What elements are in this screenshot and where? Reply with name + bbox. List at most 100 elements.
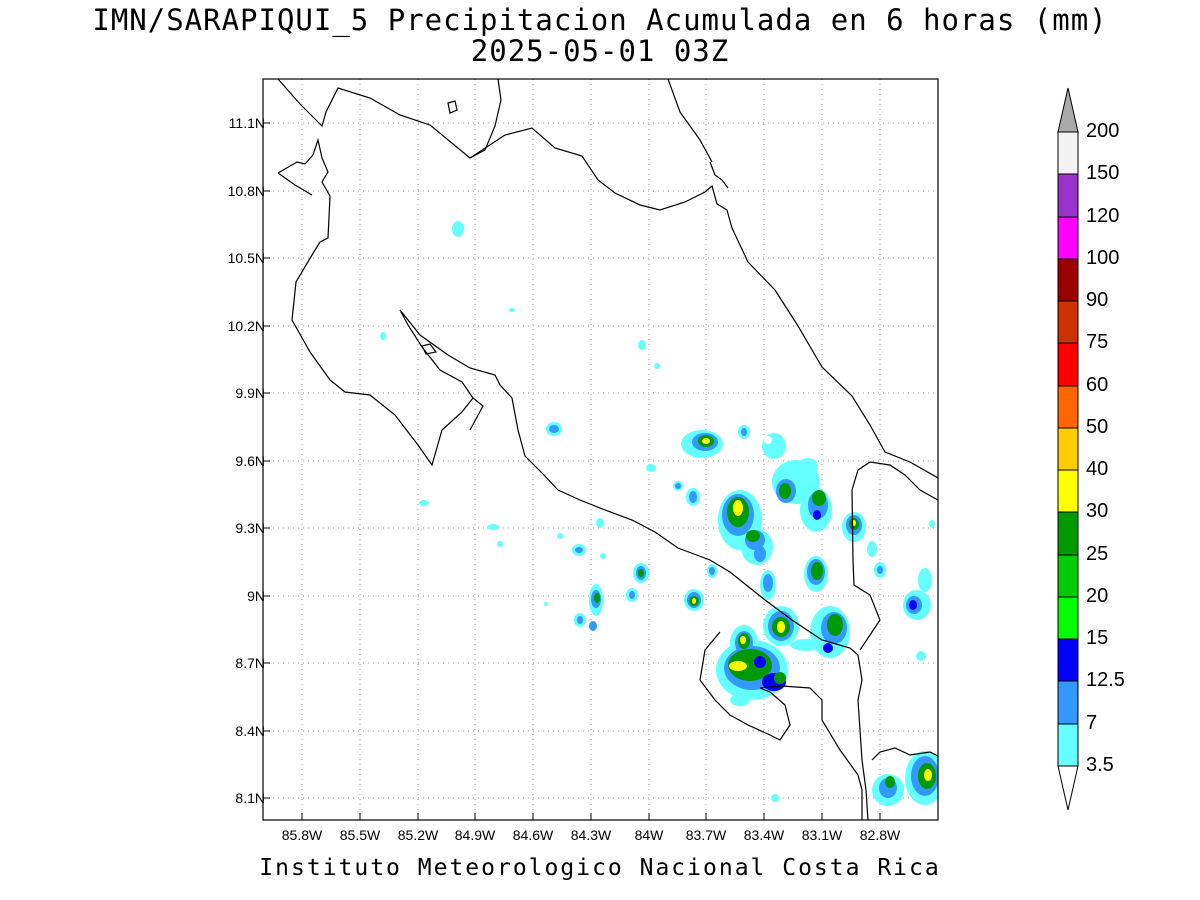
- precip-cell: [589, 621, 597, 631]
- lake-island: [447, 100, 458, 114]
- precip-cell: [692, 598, 696, 604]
- precip-cell: [557, 533, 563, 539]
- lon-label-84-9w: 84.9W: [454, 827, 496, 843]
- colorbar-swatch: [1057, 638, 1079, 682]
- precip-cell: [916, 651, 926, 661]
- precip-cell: [877, 566, 883, 574]
- precip-cell: [509, 308, 515, 312]
- precip-cell: [885, 776, 895, 788]
- precip-cell: [740, 636, 746, 644]
- coastlines: [277, 79, 938, 820]
- precip-cell: [790, 639, 822, 651]
- axis-ticks: [263, 122, 881, 820]
- colorbar-label-20: 20: [1086, 585, 1109, 607]
- colorbar-swatch: [1057, 596, 1079, 640]
- lon-label-84-6w: 84.6W: [512, 827, 554, 843]
- precip-cell: [754, 656, 766, 668]
- lon-label-85-8w: 85.8W: [281, 827, 323, 843]
- colorbar-label-12-5: 12.5: [1086, 669, 1125, 691]
- colorbar-swatch: [1057, 258, 1079, 302]
- precip-cell: [764, 436, 772, 444]
- colorbar-label-25: 25: [1086, 543, 1109, 565]
- precip-cell: [638, 569, 644, 577]
- panama-border-2: [851, 489, 881, 651]
- precip-cell: [867, 541, 877, 557]
- lon-label-83-4w: 83.4W: [743, 827, 785, 843]
- lon-label-85-2w: 85.2W: [397, 827, 439, 843]
- colorbar-label-30: 30: [1086, 500, 1109, 522]
- lat-label-8-7n: 8.7N: [235, 655, 265, 671]
- precip-cell: [779, 483, 791, 499]
- precip-cell: [380, 332, 386, 340]
- colorbar-label-75: 75: [1086, 331, 1109, 353]
- precip-cell: [827, 614, 843, 636]
- map-title: IMN/SARAPIQUI_5 Precipitacion Acumulada …: [92, 3, 1108, 37]
- lon-label-84w: 84W: [634, 827, 664, 843]
- panama-coast-south: [871, 747, 938, 761]
- precip-cell: [771, 794, 779, 802]
- colorbar-label-7: 7: [1086, 712, 1098, 734]
- precip-cell: [419, 500, 429, 506]
- precip-cell: [654, 363, 660, 369]
- lat-label-10-2n: 10.2N: [227, 318, 265, 334]
- precip-cell: [646, 464, 656, 472]
- precip-cell: [729, 661, 747, 671]
- colorbar-swatch: [1057, 173, 1079, 218]
- precip-cell: [754, 546, 766, 562]
- lat-label-9-9n: 9.9N: [235, 385, 265, 401]
- precip-cell: [675, 483, 681, 489]
- colorbar: [1057, 87, 1079, 811]
- precip-cell: [452, 221, 464, 237]
- colorbar-swatch: [1057, 469, 1079, 513]
- precip-cell: [689, 491, 697, 503]
- precip-cell: [702, 438, 710, 444]
- colorbar-swatch: [1057, 554, 1079, 598]
- coastline-pacific-west: [277, 137, 869, 820]
- osa-peninsula: [699, 631, 863, 820]
- colorbar-lower-arrow: [1057, 765, 1079, 811]
- precip-cell: [774, 672, 786, 684]
- colorbar-label-200: 200: [1086, 120, 1120, 142]
- precip-cell: [741, 428, 747, 436]
- colorbar-label-90: 90: [1086, 289, 1109, 311]
- precip-cell: [487, 524, 499, 530]
- coastline-north-east: [709, 161, 729, 189]
- lat-label-10-5n: 10.5N: [227, 250, 265, 266]
- lon-label-82-8w: 82.8W: [859, 827, 901, 843]
- colorbar-label-40: 40: [1086, 458, 1109, 480]
- colorbar-swatch: [1057, 427, 1079, 471]
- precip-cell: [777, 621, 785, 633]
- lat-label-9n: 9N: [247, 588, 265, 604]
- colorbar-label-100: 100: [1086, 247, 1120, 269]
- precip-cell: [544, 602, 548, 606]
- precip-cell: [918, 568, 932, 592]
- colorbar-swatch: [1057, 511, 1079, 556]
- precip-cell: [929, 520, 935, 528]
- precip-cell: [813, 510, 821, 520]
- precip-cell: [746, 530, 760, 542]
- lat-label-9-6n: 9.6N: [235, 453, 265, 469]
- colorbar-label-120: 120: [1086, 205, 1120, 227]
- lon-label-84-3w: 84.3W: [570, 827, 612, 843]
- colorbar-swatch: [1057, 385, 1079, 429]
- colorbar-label-15: 15: [1086, 627, 1109, 649]
- colorbar-label-3-5: 3.5: [1086, 754, 1114, 776]
- lat-label-8-4n: 8.4N: [235, 723, 265, 739]
- colorbar-swatch: [1057, 342, 1079, 387]
- lon-label-85-5w: 85.5W: [339, 827, 381, 843]
- colorbar-label-50: 50: [1086, 416, 1109, 438]
- precip-cell: [823, 643, 833, 653]
- precip-cell: [798, 458, 818, 474]
- lon-label-83-1w: 83.1W: [801, 827, 843, 843]
- lat-label-10-8n: 10.8N: [227, 183, 265, 199]
- gulf-coast: [469, 397, 484, 431]
- lon-label-83-7w: 83.7W: [685, 827, 727, 843]
- colorbar-label-150: 150: [1086, 162, 1120, 184]
- colorbar-swatch: [1057, 216, 1079, 260]
- lat-label-9-3n: 9.3N: [235, 520, 265, 536]
- nicoya-island: [421, 343, 438, 355]
- precip-cell: [811, 562, 823, 580]
- lat-label-8-1n: 8.1N: [235, 790, 265, 806]
- precip-cell: [924, 769, 932, 781]
- coastline-north-east-2: [667, 79, 713, 163]
